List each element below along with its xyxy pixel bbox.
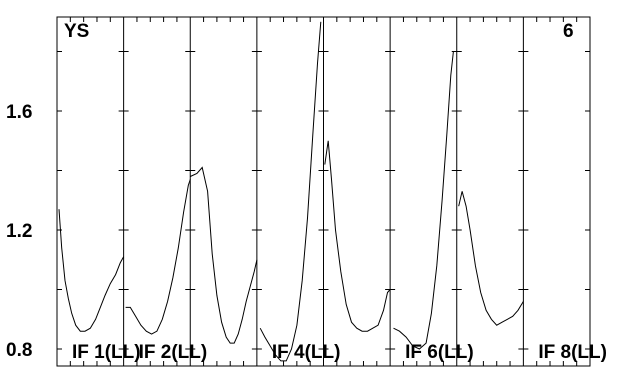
spectrum-line bbox=[259, 21, 322, 362]
panel-label: IF 2(LL) bbox=[139, 342, 208, 363]
spectrum-line bbox=[190, 166, 258, 344]
spectrum-line bbox=[393, 51, 454, 350]
chart-title: YS bbox=[64, 21, 89, 42]
y-axis: 0.8 1.2 1.6 bbox=[6, 102, 32, 361]
panel-layer: IF 1(LL)IF 2(LL) IF 4(LL) IF 6(LL) IF 8(LL) bbox=[58, 21, 607, 363]
spectrum-line bbox=[125, 179, 191, 335]
corner-label: 6 bbox=[563, 21, 574, 42]
spectrum-line bbox=[458, 191, 524, 326]
spectrum-line bbox=[58, 209, 125, 332]
spectrum-line bbox=[324, 140, 391, 332]
y-tick-label: 1.6 bbox=[6, 102, 32, 123]
plot-area bbox=[56, 16, 591, 367]
panel-label: IF 8(LL) bbox=[538, 342, 607, 363]
panel-label: IF 1(LL) bbox=[72, 342, 141, 363]
y-tick-label: 1.2 bbox=[6, 221, 32, 242]
panel-label: IF 4(LL) bbox=[272, 342, 341, 363]
panel-label: IF 6(LL) bbox=[405, 342, 474, 363]
y-tick-label: 0.8 bbox=[6, 340, 32, 361]
